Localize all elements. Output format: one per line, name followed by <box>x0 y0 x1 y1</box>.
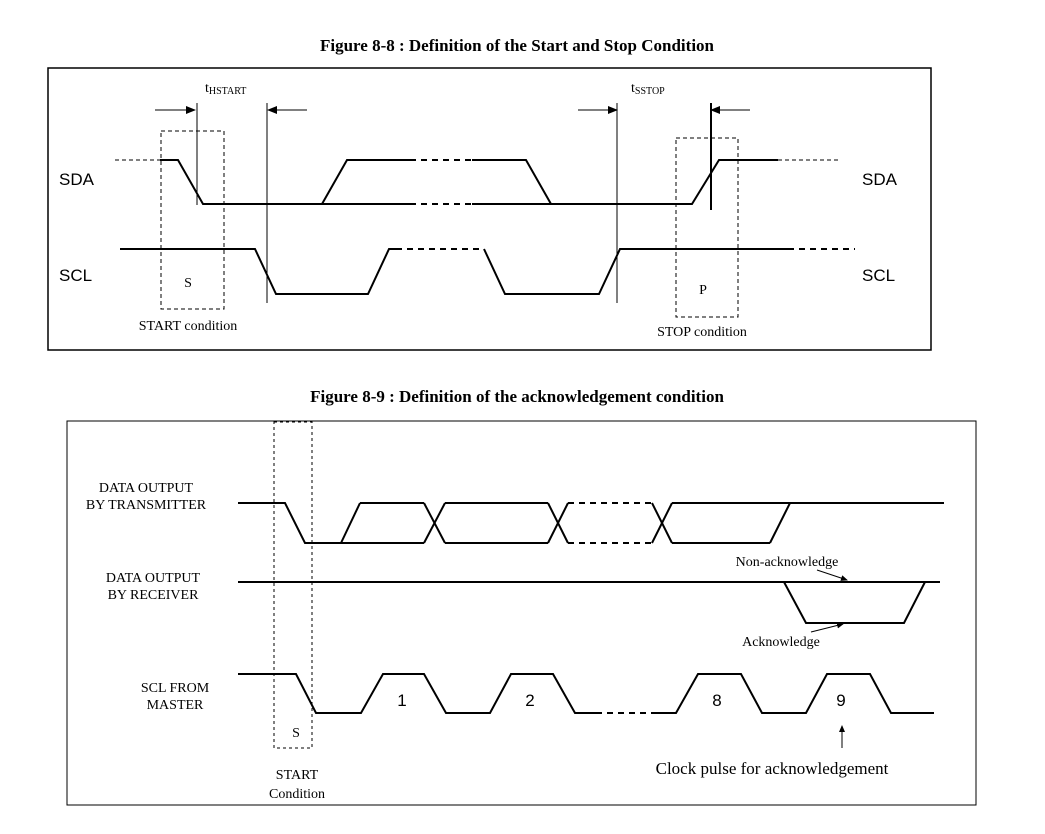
clock-pulse-1: 1 <box>397 691 406 710</box>
ack-clock-label: Clock pulse for acknowledgement <box>656 759 889 778</box>
start-s-label: S <box>184 276 192 291</box>
start-label-line1: START <box>276 768 319 783</box>
tx-label-line1: DATA OUTPUT <box>99 481 194 496</box>
start-condition-box <box>160 130 225 310</box>
rx-label-line2: BY RECEIVER <box>108 588 200 603</box>
transmitter-waveform <box>238 502 944 544</box>
start-s-label-2: S <box>292 726 300 741</box>
start-condition-box-2 <box>273 421 313 749</box>
clock-pulse-8: 8 <box>712 691 721 710</box>
start-condition-label: START condition <box>139 319 238 334</box>
sda-waveform <box>115 159 840 205</box>
rx-label-line1: DATA OUTPUT <box>106 571 201 586</box>
acknowledge-pointer <box>810 622 844 633</box>
stop-p-label: P <box>699 283 707 298</box>
acknowledge-label: Acknowledge <box>742 635 820 650</box>
scl-label-left: SCL <box>59 266 92 285</box>
scl-master-label-line1: SCL FROM <box>141 681 210 696</box>
thstart-label: tHSTART <box>205 81 246 97</box>
scl-waveform <box>120 248 855 295</box>
figure-8-8-title: Figure 8-8 : Definition of the Start and… <box>320 36 715 55</box>
figure-8-9-frame <box>66 420 977 806</box>
scl-master-waveform <box>238 673 934 714</box>
tsstop-label: tSSTOP <box>631 81 665 97</box>
scl-master-label-line2: MASTER <box>147 698 204 713</box>
start-label-line2: Condition <box>269 787 325 802</box>
figure-8-8-frame <box>47 67 932 351</box>
sda-label-left: SDA <box>59 170 95 189</box>
stop-condition-box <box>675 137 739 318</box>
clock-pulse-2: 2 <box>525 691 534 710</box>
sda-label-right: SDA <box>862 170 898 189</box>
clock-pulse-9: 9 <box>836 691 845 710</box>
scl-label-right: SCL <box>862 266 895 285</box>
non-acknowledge-label: Non-acknowledge <box>736 555 839 570</box>
tx-label-line2: BY TRANSMITTER <box>86 498 207 513</box>
receiver-waveform <box>238 581 940 624</box>
figure-8-9-title: Figure 8-9 : Definition of the acknowled… <box>310 387 724 406</box>
non-acknowledge-pointer <box>816 569 848 581</box>
stop-condition-label: STOP condition <box>657 325 747 340</box>
